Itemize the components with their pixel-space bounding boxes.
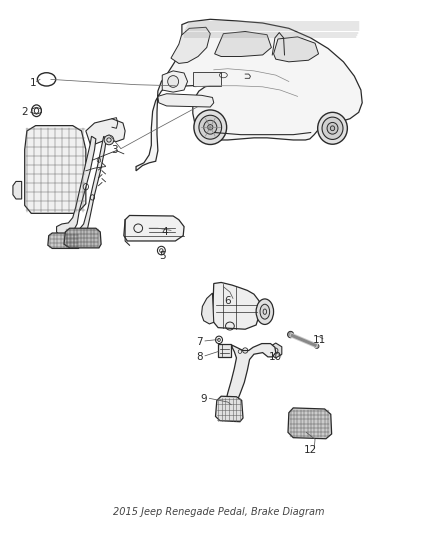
Text: 2: 2 [21,107,28,117]
Polygon shape [64,228,101,248]
Polygon shape [158,94,214,107]
Text: 2015 Jeep Renegade Pedal, Brake Diagram: 2015 Jeep Renegade Pedal, Brake Diagram [113,507,325,518]
Polygon shape [212,282,259,329]
Ellipse shape [168,76,179,87]
Bar [218,344,231,357]
Text: 5: 5 [159,251,166,261]
Text: 10: 10 [269,352,283,362]
Text: 12: 12 [304,445,317,455]
Ellipse shape [327,123,338,134]
Text: 3: 3 [111,144,117,155]
Ellipse shape [288,332,293,338]
Polygon shape [162,71,187,92]
Polygon shape [70,136,106,241]
Polygon shape [215,396,243,422]
Polygon shape [124,215,184,241]
Text: 4: 4 [161,227,168,237]
Ellipse shape [194,110,226,144]
Polygon shape [288,408,332,439]
Polygon shape [270,343,282,358]
Ellipse shape [256,299,274,325]
Text: 6: 6 [224,296,231,306]
Polygon shape [136,19,362,171]
Text: 7: 7 [196,337,203,347]
Polygon shape [86,119,125,151]
Ellipse shape [104,135,114,145]
Text: 11: 11 [313,335,326,345]
Polygon shape [201,293,214,324]
Ellipse shape [314,344,319,349]
Polygon shape [171,27,210,63]
Ellipse shape [208,125,213,130]
Ellipse shape [199,115,222,139]
Polygon shape [57,136,96,236]
Polygon shape [13,181,21,199]
Bar [193,72,221,86]
Ellipse shape [260,304,270,319]
Text: 1: 1 [30,78,37,88]
Ellipse shape [330,126,335,131]
Ellipse shape [318,112,347,144]
Ellipse shape [322,117,343,140]
Polygon shape [25,126,86,213]
Ellipse shape [204,120,217,134]
Polygon shape [221,344,276,413]
Polygon shape [274,37,318,62]
Text: 9: 9 [201,394,207,405]
Text: 8: 8 [196,352,203,362]
Polygon shape [215,31,272,56]
Polygon shape [48,233,81,248]
